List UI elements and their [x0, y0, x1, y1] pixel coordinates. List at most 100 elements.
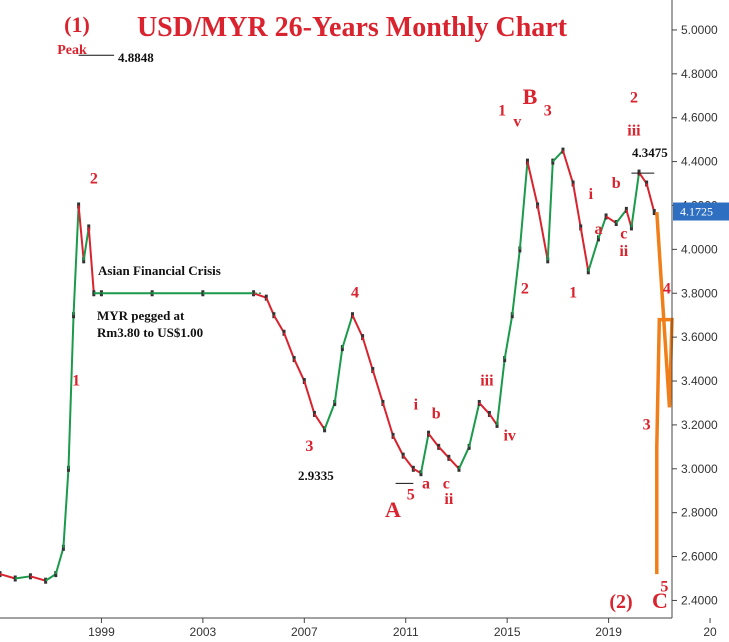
x-tick-label: 2015: [494, 625, 521, 639]
wave-label: 1: [72, 372, 80, 389]
price-segment: [0, 573, 16, 580]
price-segment: [62, 468, 70, 548]
subwave-one-label: (1): [64, 12, 90, 37]
wave-label: i: [589, 186, 594, 203]
wave-2-bottom-label: (2): [609, 591, 632, 613]
peg-label-line1: MYR pegged at: [97, 308, 185, 323]
wave-label: 3: [544, 103, 552, 120]
wave-label: iii: [480, 372, 494, 389]
wave-C-label: C: [652, 588, 668, 613]
price-segment: [293, 358, 306, 382]
price-segment: [283, 332, 296, 360]
wave-label: ii: [444, 491, 453, 508]
wave-label: c: [620, 225, 627, 242]
price-segment: [45, 573, 57, 582]
wave-label: a: [594, 221, 602, 238]
price-segment: [419, 433, 430, 474]
y-tick-label: 5.0000: [681, 23, 718, 37]
last-price-label: 4.1725: [680, 205, 713, 219]
price-segment: [341, 314, 354, 349]
annotations: 4.8848 Asian Financial Crisis MYR pegged…: [72, 50, 671, 613]
price-segment: [572, 183, 582, 228]
y-tick-label: 2.6000: [681, 550, 718, 564]
y-tick-label: 4.8000: [681, 67, 718, 81]
price-segment: [273, 314, 285, 334]
y-tick-label: 2.8000: [681, 506, 718, 520]
price-segment: [77, 205, 85, 261]
price-segment: [458, 446, 471, 470]
wave-label: 5: [660, 579, 668, 596]
price-segment: [15, 575, 31, 580]
wave-label: 5: [407, 487, 415, 504]
y-tick-label: 2.4000: [681, 593, 718, 607]
price-segment: [546, 161, 554, 261]
plot-area: [0, 147, 674, 584]
price-segment: [468, 402, 481, 448]
chart-title: USD/MYR 26-Years Monthly Chart: [137, 12, 568, 43]
y-tick-label: 4.6000: [681, 111, 718, 125]
wave-label: 3: [305, 438, 313, 455]
x-tick-label: 1999: [88, 625, 115, 639]
price-segment: [605, 215, 617, 224]
x-tick-label: 2019: [595, 625, 622, 639]
price-segment: [597, 216, 608, 239]
price-segment: [615, 209, 628, 224]
price-segment: [67, 315, 75, 469]
price-segment: [54, 547, 65, 575]
high-price-label: 4.3475: [632, 145, 668, 160]
wave-label: 2: [521, 280, 529, 297]
wave-label: 3: [643, 416, 651, 433]
price-segment: [303, 380, 316, 415]
asian-crisis-label: Asian Financial Crisis: [98, 263, 221, 278]
y-tick-label: 4.4000: [681, 155, 718, 169]
price-segment: [402, 455, 415, 470]
price-segment: [82, 227, 90, 261]
price-segment: [361, 336, 374, 371]
price-segment: [333, 347, 344, 404]
price-candle: [510, 312, 514, 319]
wave-label: b: [612, 175, 621, 192]
wave-label: ii: [619, 243, 628, 260]
wave-label: 2: [90, 171, 98, 188]
y-tick-label: 3.6000: [681, 330, 718, 344]
price-segment: [526, 161, 539, 206]
wave-label: 4: [663, 280, 671, 297]
wave-label: iv: [503, 427, 515, 444]
last-price-badge: [673, 202, 729, 221]
wave-label: iii: [627, 122, 641, 139]
price-segment: [562, 150, 575, 184]
peak-price-label: 4.8848: [118, 50, 154, 65]
wave-label: 4: [351, 285, 359, 302]
price-candle: [61, 544, 65, 551]
wave-label: c: [443, 476, 450, 493]
price-segment: [511, 249, 521, 316]
projection-path: [655, 211, 674, 575]
wave-A-label: A: [385, 497, 401, 522]
price-segment: [87, 227, 95, 294]
price-segment: [30, 575, 46, 582]
price-segment: [518, 161, 529, 250]
price-segment: [448, 457, 460, 470]
price-segment: [630, 172, 641, 228]
price-segment: [496, 358, 506, 426]
x-tick-label: 20: [703, 625, 717, 639]
x-axis: 1999 2003 2007 2011 2015 2019 20: [0, 617, 717, 639]
price-segment: [313, 413, 326, 430]
price-segment: [645, 183, 656, 213]
price-segment: [392, 435, 405, 457]
price-segment: [323, 402, 336, 430]
price-segment: [351, 314, 364, 338]
x-tick-label: 2011: [393, 625, 419, 639]
wave-label: 1: [569, 285, 577, 302]
peak-label: Peak: [57, 43, 87, 58]
price-segment: [503, 315, 514, 360]
wave-label: v: [513, 113, 521, 130]
price-segment: [478, 402, 491, 415]
y-tick-label: 3.2000: [681, 418, 718, 432]
low-price-label: 2.9335: [298, 468, 334, 483]
wave-B-label: B: [523, 84, 538, 109]
x-tick-label: 2003: [190, 625, 217, 639]
peg-label-line2: Rm3.80 to US$1.00: [97, 325, 203, 340]
